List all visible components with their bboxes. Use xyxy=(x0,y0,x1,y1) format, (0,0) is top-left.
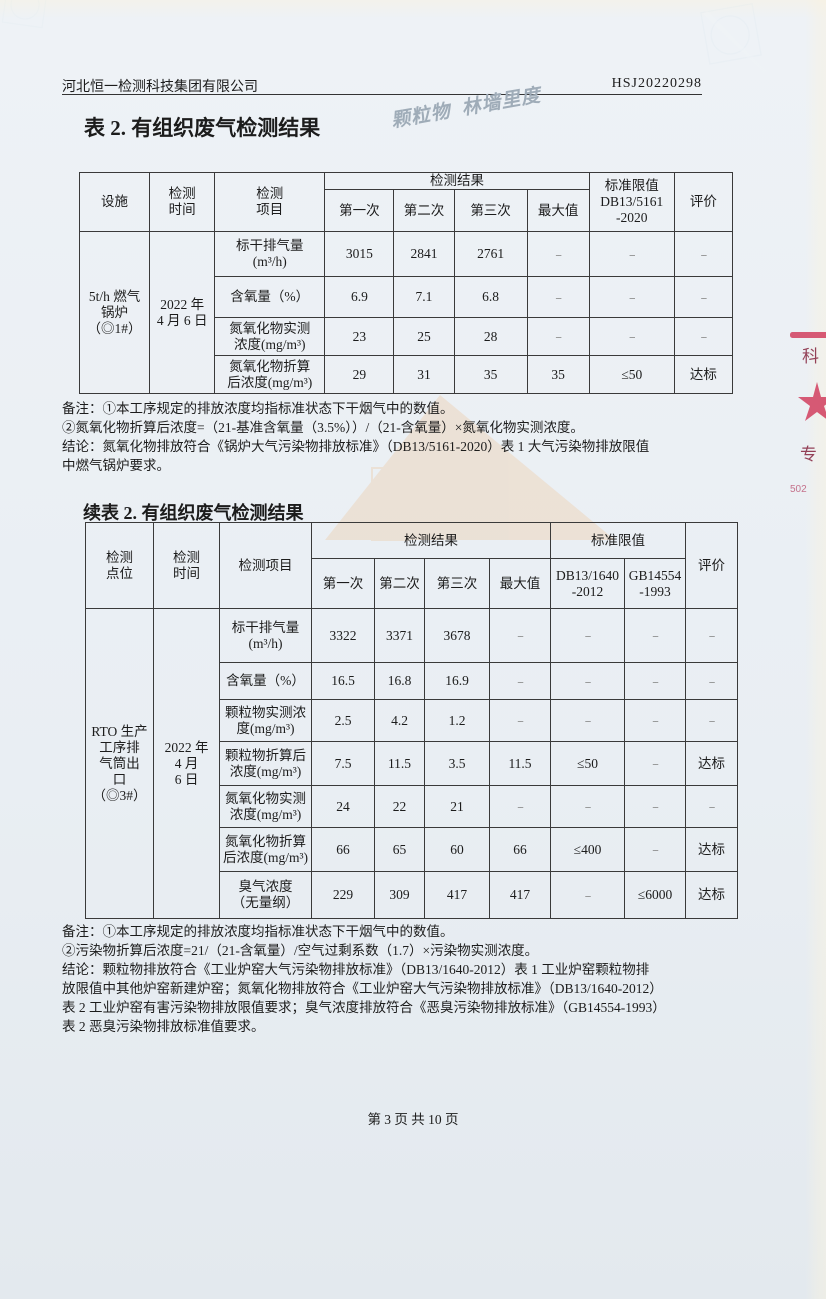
svg-text:专: 专 xyxy=(800,445,817,464)
svg-text:502: 502 xyxy=(790,484,807,495)
svg-text:科: 科 xyxy=(802,347,819,366)
